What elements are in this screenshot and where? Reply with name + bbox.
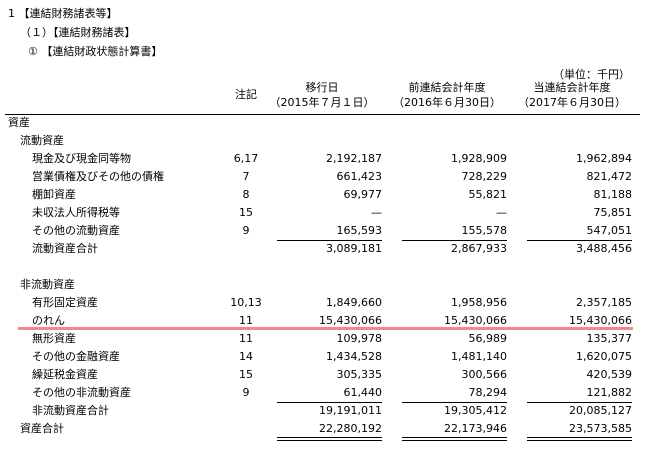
row-value: 728,229	[461, 170, 508, 183]
row-value: 1,928,909	[451, 152, 507, 165]
row-note: 15	[239, 206, 253, 219]
row-label: 未収法人所得税等	[32, 206, 120, 219]
row-value: 20,085,127	[569, 404, 632, 417]
highlight	[18, 327, 633, 330]
row-value: 2,867,933	[451, 242, 507, 255]
row-label: 非流動資産合計	[32, 404, 109, 417]
row-value: —	[371, 206, 382, 219]
row-label: 無形資産	[32, 332, 76, 345]
row-value: 15,430,066	[444, 314, 507, 327]
column-header: （2017年６月30日）	[518, 96, 626, 109]
row-label: 非流動資産	[20, 278, 75, 291]
row-label: 流動資産	[20, 134, 64, 147]
total-rule	[277, 240, 382, 241]
row-value: 22,280,192	[319, 422, 382, 435]
row-note: 10,13	[230, 296, 262, 309]
row-label: 現金及び現金同等物	[32, 152, 131, 165]
row-value: 821,472	[586, 170, 633, 183]
total-rule	[527, 437, 632, 441]
row-value: 1,481,140	[451, 350, 507, 363]
row-value: 22,173,946	[444, 422, 507, 435]
column-header: （2015年７月１日）	[269, 96, 375, 109]
row-value: 135,377	[586, 332, 633, 345]
row-value: 19,305,412	[444, 404, 507, 417]
note-header: 注記	[235, 88, 257, 101]
row-value: 547,051	[586, 224, 633, 237]
row-value: 23,573,585	[569, 422, 632, 435]
row-label: 資産	[8, 116, 30, 129]
row-label: その他の流動資産	[32, 224, 120, 237]
column-header: （2016年６月30日）	[393, 96, 501, 109]
row-value: 3,089,181	[326, 242, 382, 255]
row-label: その他の非流動資産	[32, 386, 131, 399]
row-value: 69,977	[343, 188, 383, 201]
row-value: 55,821	[468, 188, 508, 201]
column-header: 移行日	[305, 81, 339, 94]
row-value: 109,978	[336, 332, 383, 345]
row-note: 7	[242, 170, 250, 183]
heading: ① 【連結財政状態計算書】	[28, 45, 163, 58]
row-value: 165,593	[336, 224, 383, 237]
total-rule	[277, 402, 382, 403]
total-rule	[277, 437, 382, 441]
row-label: 営業債権及びその他の債権	[32, 170, 164, 183]
total-rule	[527, 402, 632, 403]
row-value: 300,566	[461, 368, 508, 381]
row-value: 2,192,187	[326, 152, 382, 165]
row-value: 61,440	[343, 386, 383, 399]
row-value: 75,851	[593, 206, 633, 219]
header-rule	[5, 114, 640, 115]
row-label: 有形固定資産	[32, 296, 98, 309]
row-value: 78,294	[468, 386, 508, 399]
row-value: 121,882	[586, 386, 633, 399]
row-value: 2,357,185	[576, 296, 632, 309]
row-label: 流動資産合計	[32, 242, 98, 255]
row-note: 9	[242, 224, 250, 237]
row-note: 6,17	[233, 152, 259, 165]
row-note: 8	[242, 188, 250, 201]
row-value: 19,191,011	[319, 404, 382, 417]
unit: （単位：千円）	[553, 68, 630, 81]
row-value: 15,430,066	[569, 314, 632, 327]
column-header: 前連結会計年度	[408, 81, 486, 94]
heading: 1 【連結財務諸表等】	[8, 7, 118, 20]
row-value: 15,430,066	[319, 314, 382, 327]
row-value: 1,958,956	[451, 296, 507, 309]
row-note: 14	[239, 350, 253, 363]
row-label: 繰延税金資産	[32, 368, 98, 381]
row-value: 155,578	[461, 224, 508, 237]
row-note: 9	[242, 386, 250, 399]
heading: （１）【連結財務諸表】	[20, 26, 136, 39]
row-note: 11	[239, 314, 253, 327]
row-label: 棚卸資産	[32, 188, 76, 201]
total-rule	[527, 240, 632, 241]
row-value: 661,423	[336, 170, 383, 183]
row-value: 1,620,075	[576, 350, 632, 363]
row-value: 1,962,894	[576, 152, 632, 165]
total-rule	[402, 437, 507, 441]
column-header: 当連結会計年度	[533, 81, 611, 94]
row-value: 420,539	[586, 368, 633, 381]
row-value: 1,849,660	[326, 296, 382, 309]
row-value: 81,188	[593, 188, 633, 201]
row-value: 1,434,528	[326, 350, 382, 363]
row-label: 資産合計	[20, 422, 64, 435]
row-value: 3,488,456	[576, 242, 632, 255]
row-value: 56,989	[468, 332, 508, 345]
total-rule	[402, 240, 507, 241]
row-value: 305,335	[336, 368, 383, 381]
row-label: のれん	[32, 314, 65, 327]
row-value: —	[496, 206, 507, 219]
row-note: 11	[239, 332, 253, 345]
row-note: 15	[239, 368, 253, 381]
row-label: その他の金融資産	[32, 350, 120, 363]
total-rule	[402, 402, 507, 403]
